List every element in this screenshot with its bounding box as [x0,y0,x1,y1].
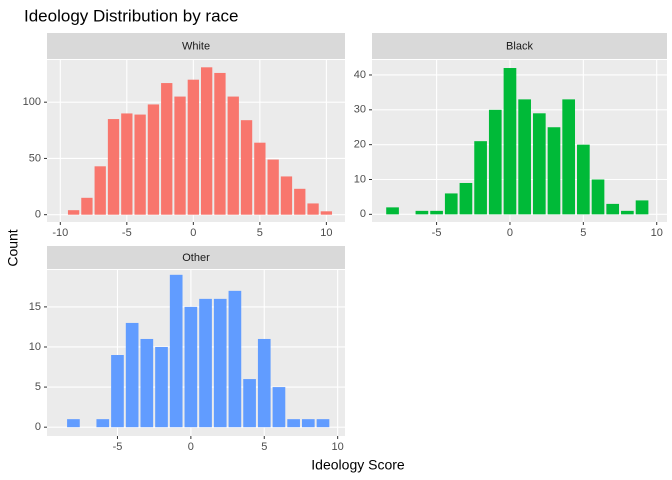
bar [228,290,242,428]
strip-label: Other [182,252,210,264]
x-tick-label: 10 [651,227,663,239]
bar [488,109,502,215]
y-tick-label: 15 [29,301,41,313]
bar [272,387,286,428]
bar [243,379,256,428]
bar [280,176,293,215]
y-tick-label: 20 [354,139,366,151]
y-tick-label: 50 [29,152,41,164]
bar [199,298,212,428]
bar [287,419,300,428]
y-axis-title: Count [5,229,21,266]
y-tick-label: 0 [35,421,41,433]
x-tick-label: 0 [188,441,194,453]
x-tick-label: 5 [580,227,586,239]
y-tick-label: 30 [354,104,366,116]
bar [316,419,330,428]
bar [227,96,239,215]
chart-title: Ideology Distribution by race [24,6,239,25]
x-tick-label: -10 [52,227,68,239]
bar [503,68,517,215]
bar [169,274,183,428]
bar [562,99,576,215]
x-tick-label: 0 [507,227,513,239]
x-tick-label: -5 [113,441,123,453]
bar [96,419,110,428]
x-tick-label: 10 [332,441,344,453]
x-tick-label: 5 [257,227,263,239]
bar [254,142,266,215]
bar [301,419,315,428]
bar [147,104,160,215]
bar [200,67,213,215]
x-tick-label: 10 [320,227,332,239]
bar [155,346,168,428]
bar [444,193,458,215]
x-tick-label: 0 [190,227,196,239]
bar [320,211,333,215]
bar [187,79,199,215]
y-tick-label: 10 [354,173,366,185]
bar [307,203,319,215]
x-tick-label: -5 [122,227,132,239]
bar [134,114,146,215]
bar [430,210,443,215]
bar [121,113,133,215]
bar [257,338,271,428]
y-tick-label: 0 [35,209,41,221]
bar [214,72,226,215]
x-tick-label: -5 [432,227,442,239]
bar [459,182,473,215]
bar [635,200,649,215]
bar [621,210,634,215]
bar [547,127,561,215]
strip-background [47,33,345,59]
bar [518,99,531,215]
bar [94,166,106,215]
bar [125,322,139,428]
bar [213,298,227,428]
bar [386,207,399,215]
strip-background [47,246,345,269]
bar [240,120,253,215]
bar [415,210,429,215]
bar [267,159,279,215]
x-tick-label: 5 [261,441,267,453]
y-tick-label: 100 [23,96,41,108]
bar [577,144,590,215]
strip-label: Black [506,40,533,52]
bar [67,210,80,215]
strip-label: White [182,40,210,52]
bar [294,188,306,215]
bar [161,83,173,215]
bar [81,197,93,215]
bar [107,119,120,215]
bar [111,355,124,428]
bar [140,338,154,428]
bar [184,306,198,428]
y-tick-label: 40 [354,69,366,81]
bar [591,179,605,215]
y-tick-label: 5 [35,381,41,393]
strip-background [372,33,667,59]
bar [174,96,186,215]
x-axis-title: Ideology Score [311,457,405,473]
bar [606,203,620,215]
y-tick-label: 10 [29,341,41,353]
y-tick-label: 0 [360,208,366,220]
bar [532,113,546,215]
bar [67,419,80,428]
bar [474,141,487,215]
